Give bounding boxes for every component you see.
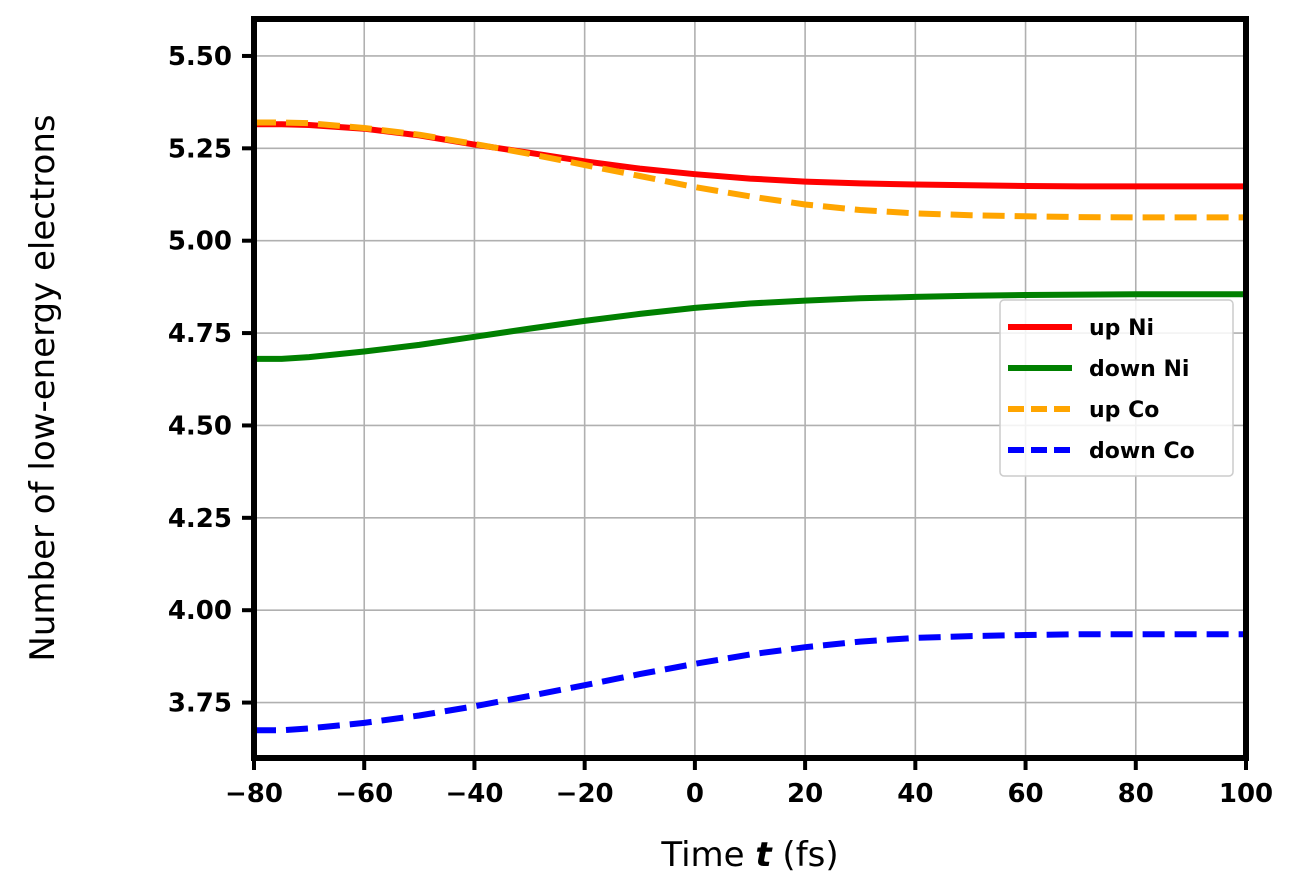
x-tick-label: 0 xyxy=(686,779,704,809)
legend-box xyxy=(999,299,1234,477)
tick-labels: −80 −60 −40 −20 0 20 40 60 80 100 3.75 4.00 4.25 4.50… xyxy=(168,42,1273,809)
legend-label: up Ni xyxy=(1089,316,1154,341)
y-tick-label: 4.25 xyxy=(168,504,232,534)
legend-label: up Co xyxy=(1089,398,1159,423)
x-tick-label: 100 xyxy=(1219,779,1273,809)
x-axis-label-suffix: (fs) xyxy=(772,835,839,875)
x-tick-label: 60 xyxy=(1007,779,1043,809)
y-axis-label: Number of low-energy electrons xyxy=(23,114,63,661)
x-tick-label: 20 xyxy=(787,779,823,809)
x-tick-label: 80 xyxy=(1118,779,1154,809)
x-axis-label: Time t (fs) xyxy=(660,835,838,875)
y-tick-label: 4.75 xyxy=(168,319,232,349)
legend-label: down Co xyxy=(1089,439,1195,464)
ticks xyxy=(242,53,1248,770)
y-tick-label: 4.00 xyxy=(168,596,232,626)
y-tick-label: 5.00 xyxy=(168,227,232,257)
x-tick-label: −20 xyxy=(556,779,614,809)
x-tick-label: −60 xyxy=(335,779,393,809)
y-tick-label: 3.75 xyxy=(168,689,232,719)
series-line-down-ni xyxy=(254,291,1246,362)
x-tick-label: 40 xyxy=(897,779,933,809)
x-tick-label: −40 xyxy=(445,779,503,809)
y-tick-label: 5.25 xyxy=(168,134,232,164)
legend: up Ni down Ni up Co down Co xyxy=(999,299,1234,477)
series-lines xyxy=(254,119,1246,734)
x-tick-label: −80 xyxy=(225,779,283,809)
y-tick-label: 5.50 xyxy=(168,42,232,72)
series-line-up-ni xyxy=(254,121,1246,190)
x-axis-label-prefix: Time xyxy=(660,835,755,875)
plot-frame xyxy=(251,16,1249,761)
legend-label: down Ni xyxy=(1089,357,1189,382)
y-tick-label: 4.50 xyxy=(168,411,232,441)
x-axis-label-variable: t xyxy=(755,835,773,875)
